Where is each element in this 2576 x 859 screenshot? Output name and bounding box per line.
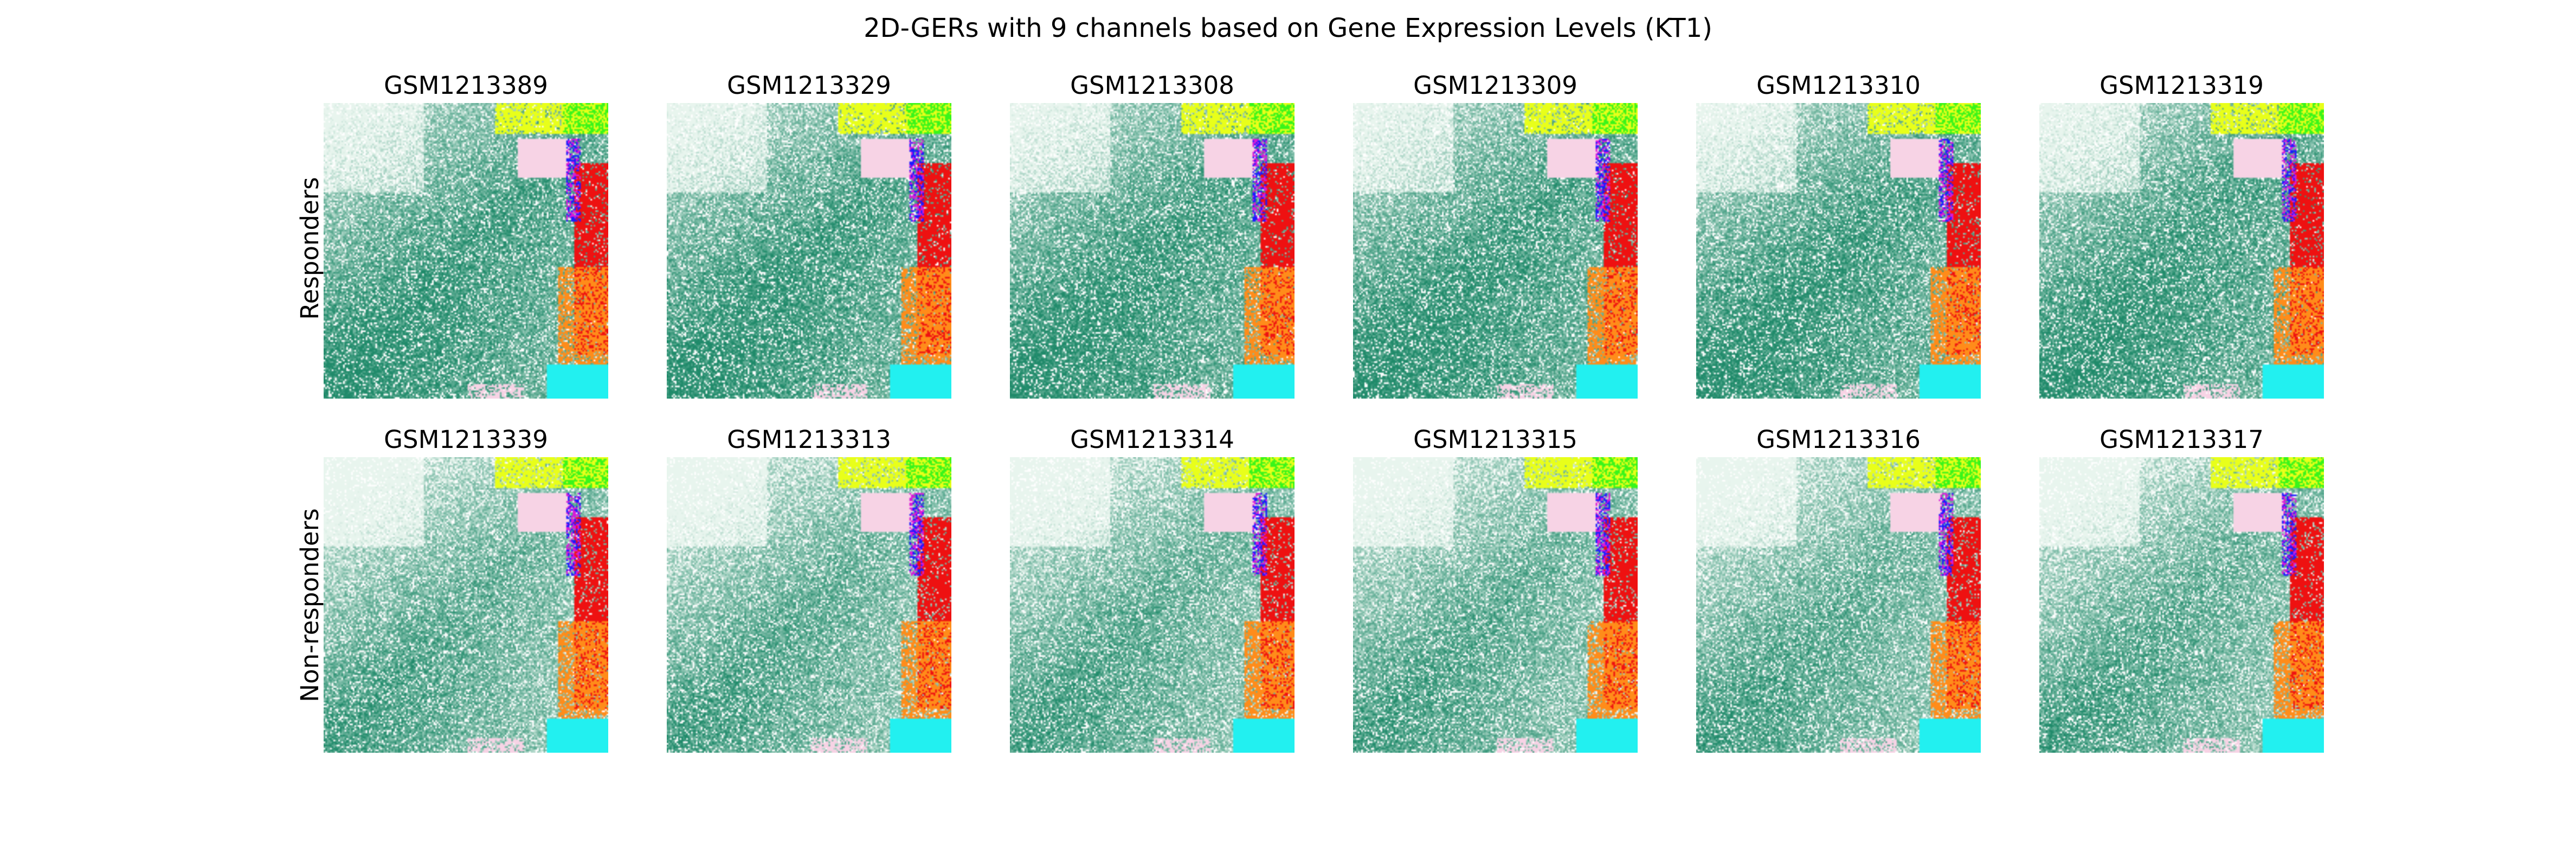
heatmap-image xyxy=(2039,457,2324,753)
heatmap-panel: GSM1213339 xyxy=(324,425,608,753)
panel-title: GSM1213389 xyxy=(384,71,548,100)
heatmap-image xyxy=(1010,103,1295,399)
heatmap-image xyxy=(2039,103,2324,399)
heatmap-image xyxy=(667,103,951,399)
panel-title: GSM1213310 xyxy=(1756,71,1921,100)
heatmap-panel: GSM1213316 xyxy=(1696,425,1981,753)
panel-title: GSM1213319 xyxy=(2100,71,2264,100)
panel-title: GSM1213317 xyxy=(2100,425,2264,454)
heatmap-image xyxy=(1010,457,1295,753)
panel-title: GSM1213339 xyxy=(384,425,548,454)
heatmap-image xyxy=(1696,103,1981,399)
panel-title: GSM1213313 xyxy=(727,425,891,454)
panel-title: GSM1213329 xyxy=(727,71,891,100)
panel-title: GSM1213314 xyxy=(1070,425,1234,454)
heatmap-panel: GSM1213319 xyxy=(2039,71,2324,399)
heatmap-image xyxy=(1353,103,1638,399)
heatmap-panel: GSM1213315 xyxy=(1353,425,1638,753)
heatmap-panel: GSM1213313 xyxy=(667,425,951,753)
panel-title: GSM1213315 xyxy=(1413,425,1577,454)
figure-title: 2D-GERs with 9 channels based on Gene Ex… xyxy=(864,13,1712,43)
heatmap-panel: GSM1213309 xyxy=(1353,71,1638,399)
heatmap-panel: GSM1213310 xyxy=(1696,71,1981,399)
heatmap-image xyxy=(667,457,951,753)
panel-title: GSM1213316 xyxy=(1756,425,1921,454)
heatmap-panel: GSM1213329 xyxy=(667,71,951,399)
heatmap-image xyxy=(1353,457,1638,753)
heatmap-image xyxy=(1696,457,1981,753)
panel-title: GSM1213309 xyxy=(1413,71,1577,100)
heatmap-panel: GSM1213314 xyxy=(1010,425,1295,753)
heatmap-panel: GSM1213308 xyxy=(1010,71,1295,399)
row-label-non-responders: Non-responders xyxy=(295,508,324,702)
heatmap-panel: GSM1213317 xyxy=(2039,425,2324,753)
panel-title: GSM1213308 xyxy=(1070,71,1234,100)
heatmap-image xyxy=(324,457,608,753)
row-label-responders: Responders xyxy=(295,177,324,320)
heatmap-panel: GSM1213389 xyxy=(324,71,608,399)
heatmap-image xyxy=(324,103,608,399)
